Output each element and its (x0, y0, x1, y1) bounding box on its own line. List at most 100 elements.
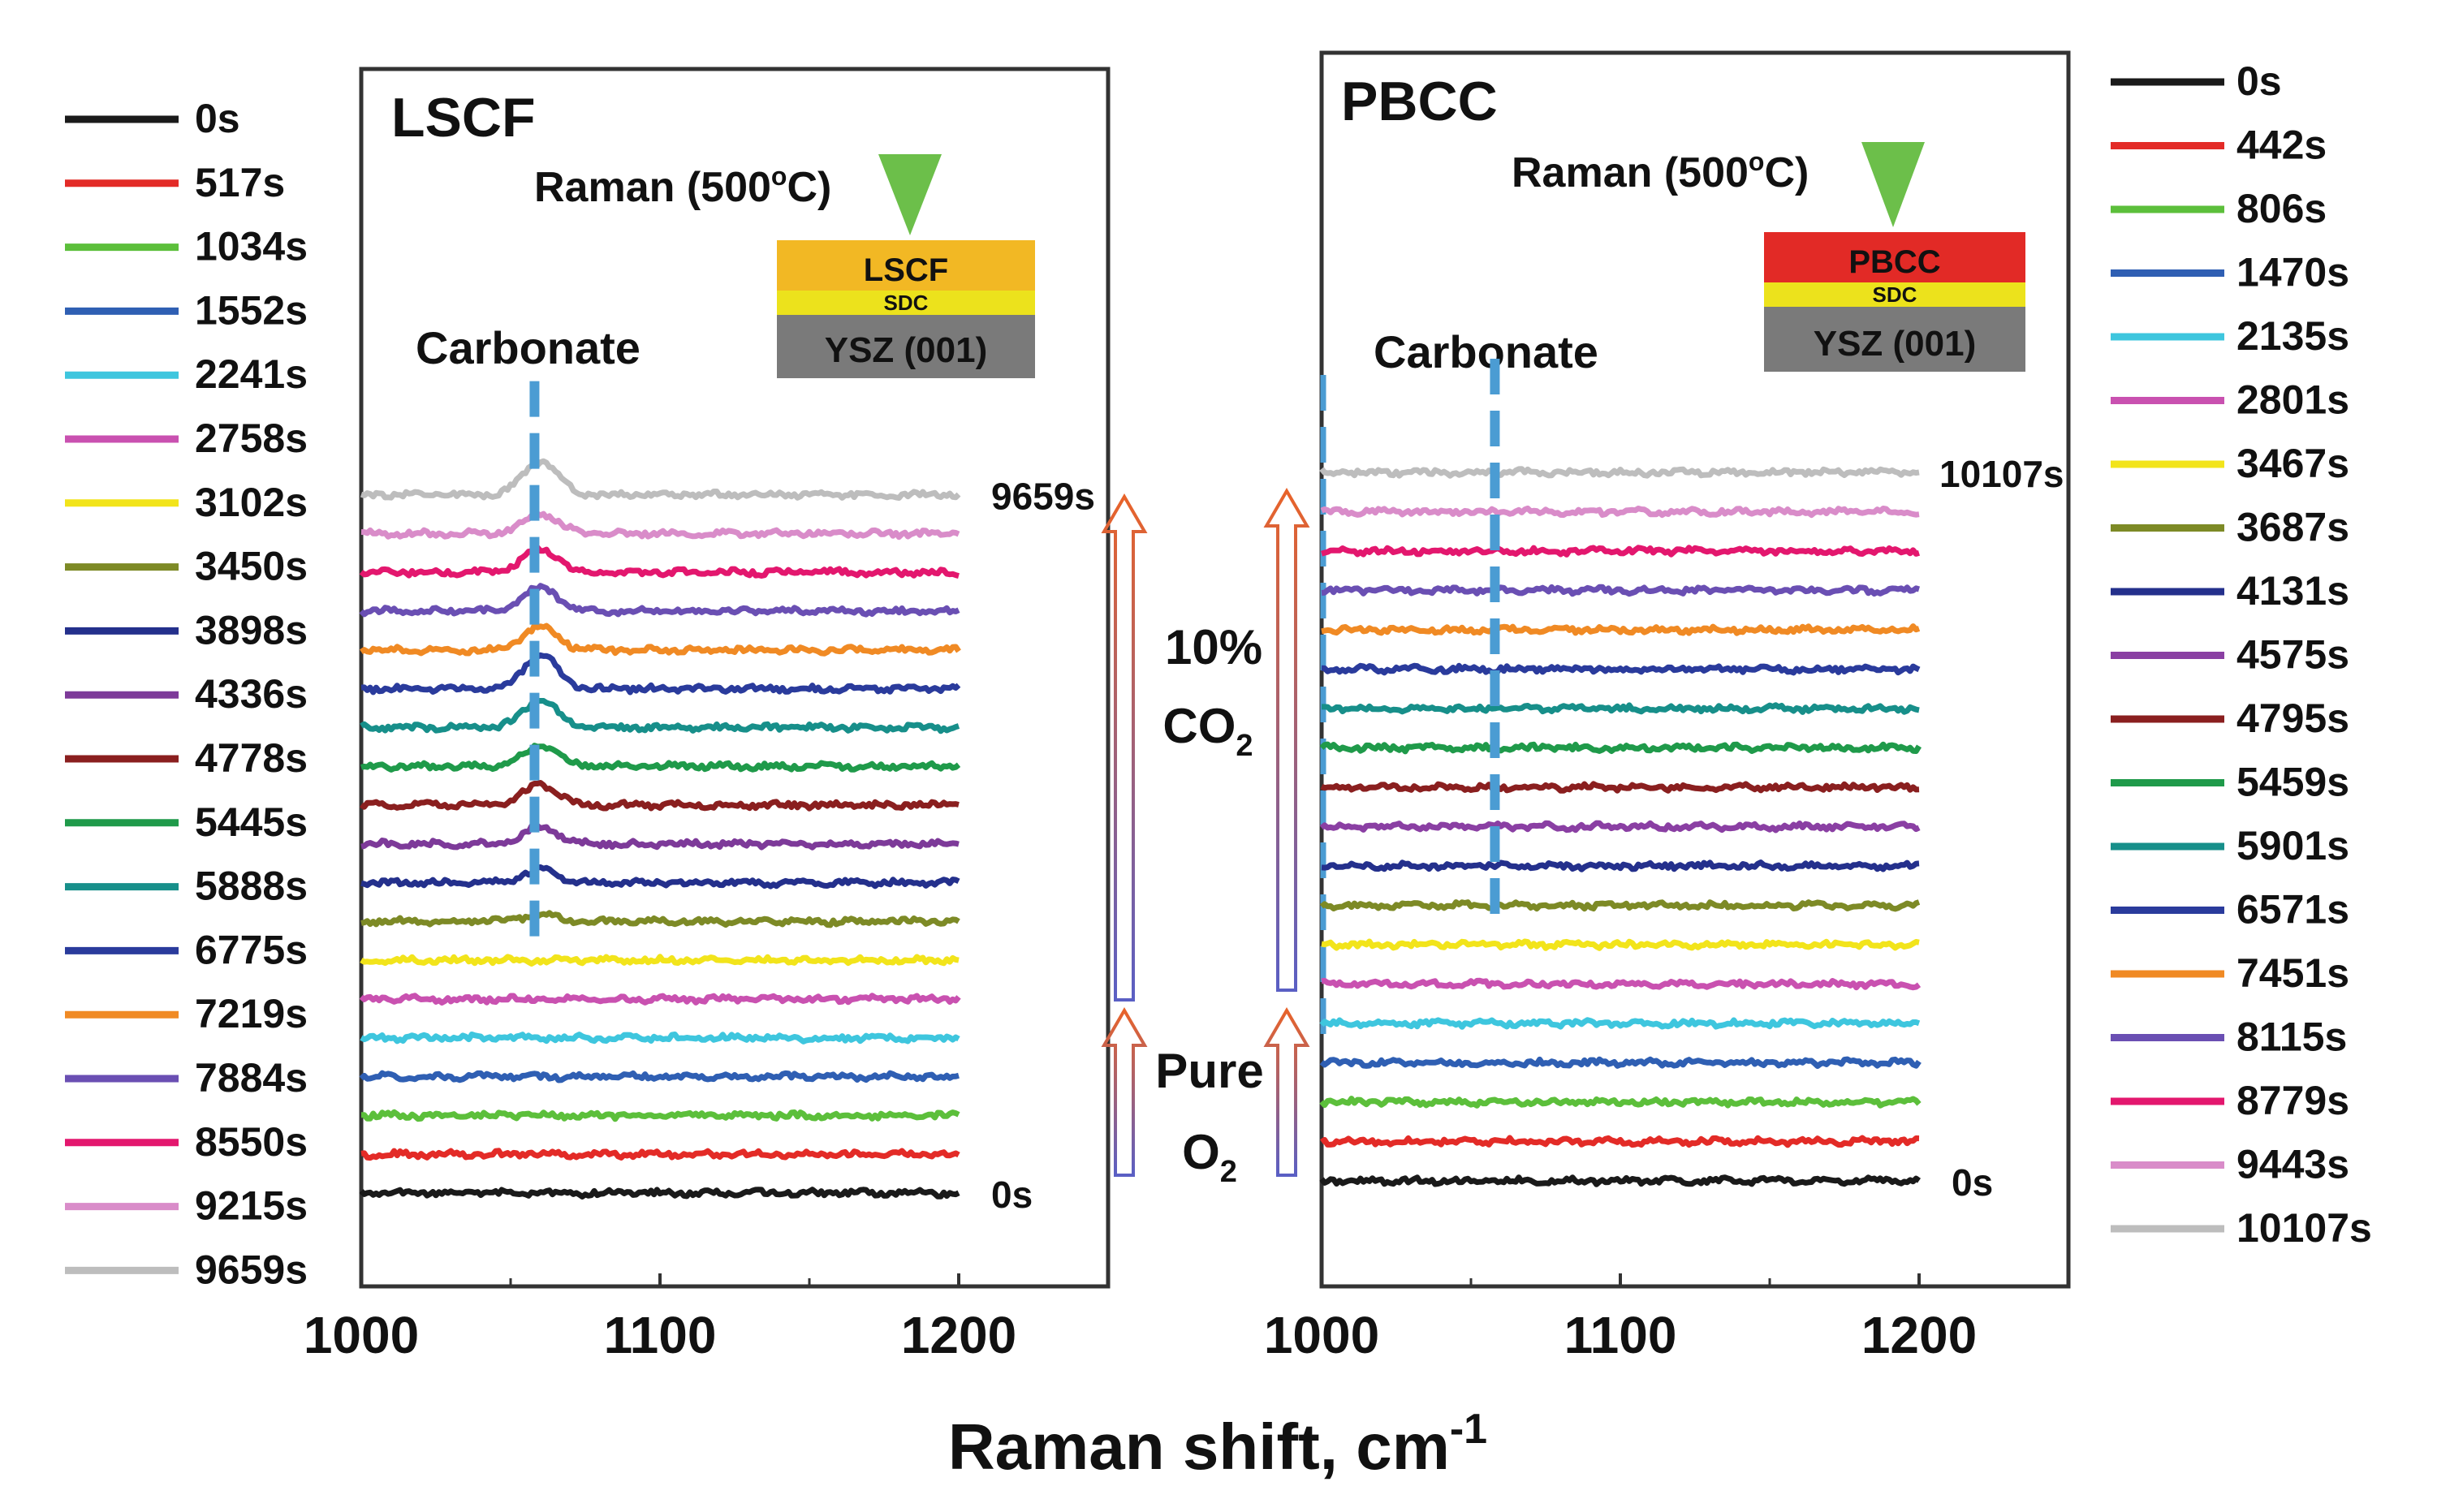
x-axis-label-exponent: -1 (1450, 1406, 1487, 1453)
legend-label-1034s: 1034s (195, 224, 308, 269)
legend-label-7884s: 7884s (195, 1055, 308, 1101)
svg-text:Raman (500oC): Raman (500oC) (1512, 147, 1809, 196)
gas-arrows: 10% CO2 Pure O2 (1101, 488, 1310, 1189)
legend-label-5445s: 5445s (195, 799, 308, 845)
legend-label-2135s: 2135s (2236, 313, 2349, 359)
raman-label-suffix: C) (787, 164, 831, 211)
ysz-layer-label: YSZ (001) (825, 330, 988, 370)
lscf-raman-label: Raman (500oC) (534, 162, 831, 211)
o2-label: O2 (1182, 1125, 1237, 1189)
lscf-o2-arrow-icon (1101, 1007, 1148, 1177)
pbcc-laser-beam-icon (1861, 142, 1925, 227)
legend-label-3450s: 3450s (195, 544, 308, 589)
legend-label-2801s: 2801s (2236, 377, 2349, 423)
raman-label-degree: o (1749, 147, 1765, 176)
x-tick-label: 1000 (304, 1306, 419, 1364)
legend-label-4336s: 4336s (195, 671, 308, 717)
raman-label-suffix: C) (1764, 149, 1809, 196)
spectrum-line-2758s (359, 993, 961, 1006)
raman-label-prefix: Raman (500 (1512, 149, 1749, 196)
spectrum-line-5901s (1322, 702, 1920, 715)
legend-label-7451s: 7451s (2236, 950, 2349, 996)
pbcc-raman-label: Raman (500oC) (1512, 147, 1809, 196)
pbcc-panel: PBCC Raman (500oC) PBCC SDC YSZ (001) Ca… (1264, 50, 2372, 1364)
lscf-laser-beam-icon (878, 154, 942, 235)
legend-label-9215s: 9215s (195, 1183, 308, 1229)
sdc-layer (1764, 282, 2025, 307)
legend-label-6775s: 6775s (195, 927, 308, 972)
legend-label-806s: 806s (2236, 186, 2327, 231)
spectrum-line-8779s (1321, 545, 1920, 558)
spectrum-line-3687s (1319, 899, 1921, 912)
spectrum-line-4131s (1321, 859, 1920, 872)
spectrum-line-1552s (359, 1070, 960, 1083)
spectrum-line-3450s (360, 910, 960, 928)
legend-label-0s: 0s (195, 96, 240, 141)
x-tick-label: 1200 (1861, 1306, 1977, 1364)
legend-label-4131s: 4131s (2236, 568, 2349, 614)
spectrum-line-8115s (1321, 584, 1920, 597)
spectrum-line-7884s (359, 583, 960, 618)
legend-label-2758s: 2758s (195, 416, 308, 461)
legend-label-442s: 442s (2236, 123, 2327, 168)
raman-label-prefix: Raman (500 (534, 164, 771, 211)
legend-label-4795s: 4795s (2236, 696, 2349, 741)
spectrum-line-7451s (1321, 623, 1921, 636)
lscf-first-time-label: 0s (991, 1174, 1033, 1216)
spectrum-line-4336s (360, 822, 960, 851)
x-axis-label: Raman shift, cm-1 (948, 1406, 1487, 1483)
raman-label-degree: o (771, 162, 787, 191)
spectrum-line-806s (1319, 1096, 1922, 1109)
spectrum-line-1470s (1319, 1056, 1922, 1070)
lscf-last-time-label: 9659s (991, 476, 1095, 518)
spectrum-line-8550s (359, 545, 960, 579)
pbcc-o2-arrow-icon (1263, 1007, 1310, 1177)
lscf-x-ticks: 1000 1100 1200 (304, 1273, 1016, 1364)
legend-label-7219s: 7219s (195, 991, 308, 1036)
co2-label-main: CO (1162, 699, 1236, 753)
legend-label-6571s: 6571s (2236, 887, 2349, 933)
spectrum-line-5445s (360, 743, 961, 773)
pbcc-layer (1764, 232, 2025, 282)
x-axis-label-main: Raman shift, cm (948, 1411, 1450, 1483)
pbcc-spectra (1319, 466, 1922, 1187)
pbcc-panel-title: PBCC (1341, 71, 1498, 132)
pbcc-layer-label: PBCC (1848, 244, 1940, 280)
spectrum-line-9215s (360, 510, 960, 541)
ysz-layer-label: YSZ (001) (1814, 324, 1977, 364)
lscf-sample-stack: LSCF SDC YSZ (001) (777, 240, 1035, 378)
legend-label-517s: 517s (195, 160, 285, 205)
spectrum-line-5888s (360, 698, 960, 734)
spectrum-line-517s (360, 1148, 960, 1161)
co2-label-subscript: 2 (1236, 729, 1253, 763)
ysz-layer (777, 315, 1035, 378)
sdc-layer-label: SDC (1873, 282, 1917, 307)
x-tick-label: 1000 (1264, 1306, 1379, 1364)
spectrum-line-4795s (1320, 781, 1920, 794)
lscf-spectra (359, 458, 961, 1200)
legend-label-3898s: 3898s (195, 607, 308, 653)
spectrum-line-2241s (360, 1032, 960, 1045)
pbcc-legend: 0s 442s 806s 1470s 2135s 2801s 3467s 3687s 4131s… (2111, 58, 2372, 1251)
o2-pure-label: Pure (1155, 1044, 1263, 1098)
lscf-carbonate-label: Carbonate (416, 322, 641, 373)
x-tick-label: 1200 (901, 1306, 1016, 1364)
legend-label-3687s: 3687s (2236, 505, 2349, 550)
legend-label-0s: 0s (2236, 58, 2282, 104)
lscf-layer-label: LSCF (864, 252, 948, 288)
pbcc-co2-arrow-icon (1263, 488, 1310, 992)
legend-label-8550s: 8550s (195, 1119, 308, 1165)
spectrum-line-5459s (1319, 741, 1922, 755)
co2-percent-label: 10% (1165, 620, 1262, 674)
legend-label-4778s: 4778s (195, 735, 308, 781)
spectrum-line-1034s (361, 1109, 960, 1122)
spectrum-line-6775s (360, 652, 961, 696)
svg-text:Raman (500oC): Raman (500oC) (534, 162, 831, 211)
o2-label-main: O (1182, 1125, 1220, 1179)
lscf-panel: LSCF Raman (500oC) LSCF SDC YSZ (001) Ca… (65, 67, 1111, 1364)
pbcc-x-ticks: 1000 1100 1200 (1264, 1273, 1977, 1364)
legend-label-4575s: 4575s (2236, 632, 2349, 678)
legend-label-5901s: 5901s (2236, 823, 2349, 868)
